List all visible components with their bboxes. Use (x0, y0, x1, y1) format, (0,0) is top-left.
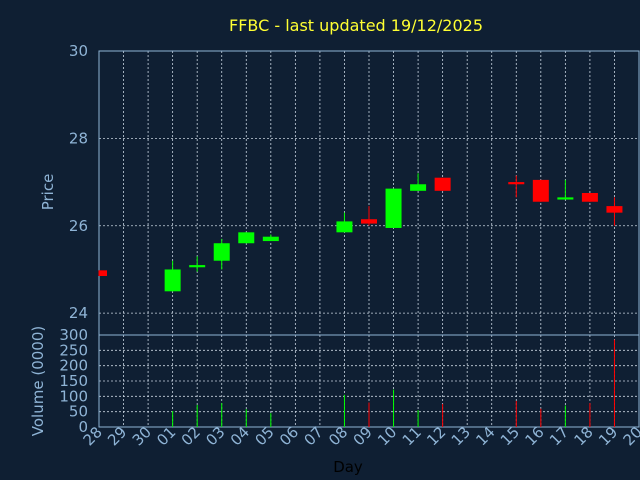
volume-tick-label: 250 (59, 341, 88, 359)
candle-body (606, 206, 623, 213)
candle-28 (98, 270, 107, 277)
candle-body (581, 193, 598, 202)
price-gridlines (99, 50, 639, 335)
price-tick-label: 24 (69, 304, 88, 322)
candle-body (410, 184, 427, 191)
price-tick-label: 26 (69, 217, 88, 235)
candle-body (532, 179, 549, 202)
candle-body (99, 270, 107, 277)
candle-18 (581, 193, 598, 202)
candle-08 (336, 212, 353, 233)
price-tick-labels: 24 26 28 30 (69, 42, 88, 322)
day-tick-labels: 2829300102030405060708091011121314151617… (80, 423, 640, 449)
volume-tick-label: 300 (59, 326, 88, 344)
candle-16 (532, 179, 549, 202)
candle-body (508, 182, 525, 185)
candle-04 (238, 232, 255, 244)
x-axis-label: Day (333, 458, 363, 476)
volume-tick-label: 200 (59, 357, 88, 375)
candle-body (336, 221, 353, 233)
chart-title: FFBC - last updated 19/12/2025 (229, 16, 483, 35)
candle-15 (508, 175, 525, 198)
candle-body (557, 197, 574, 200)
candle-body (434, 177, 451, 191)
candles (98, 173, 623, 292)
candle-01 (164, 260, 181, 292)
candle-body (262, 236, 279, 242)
volume-tick-label: 100 (59, 387, 88, 405)
candle-09 (361, 206, 377, 226)
candle-body (164, 269, 181, 292)
candle-body (361, 219, 377, 224)
candle-17 (557, 179, 574, 200)
candle-05 (262, 234, 279, 242)
volume-tick-label: 150 (59, 372, 88, 390)
candle-02 (189, 256, 206, 272)
volume-axis-label: Volume (0000) (29, 326, 47, 436)
price-tick-label: 30 (69, 42, 88, 60)
candle-11 (410, 173, 427, 191)
candle-body (189, 265, 206, 268)
price-axis-label: Price (39, 174, 57, 211)
candle-10 (385, 188, 402, 228)
candle-19 (606, 197, 623, 226)
volume-tick-label: 0 (78, 418, 88, 436)
candle-03 (213, 238, 230, 270)
candle-body (385, 188, 402, 228)
candle-body (238, 232, 255, 244)
candle-body (213, 243, 230, 261)
candle-12 (434, 177, 451, 191)
price-tick-label: 28 (69, 129, 88, 147)
volume-tick-label: 50 (69, 403, 88, 421)
volume-bars (172, 339, 615, 427)
